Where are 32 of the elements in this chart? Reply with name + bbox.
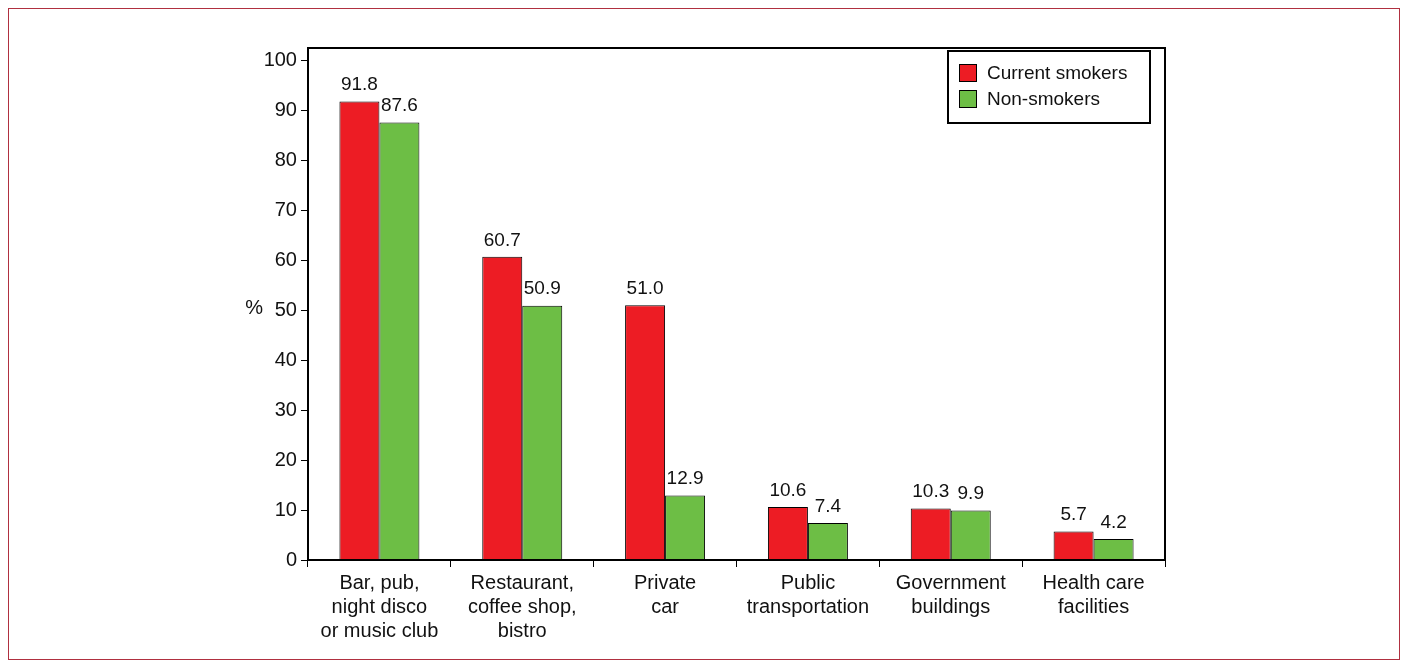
data-label: 10.3 bbox=[912, 480, 950, 502]
y-tick-label: 70 bbox=[274, 197, 297, 220]
y-tick-label: 20 bbox=[274, 447, 297, 470]
data-label: 51.0 bbox=[626, 276, 664, 298]
y-tick-label: 10 bbox=[274, 497, 297, 520]
x-tick-label: Restaurant, coffee shop, bistro bbox=[467, 570, 577, 641]
y-tick-label: 40 bbox=[274, 347, 297, 370]
data-label: 12.9 bbox=[666, 467, 704, 489]
y-axis-title: % bbox=[245, 295, 264, 318]
y-tick-label: 100 bbox=[263, 48, 297, 70]
x-tick-label: Government buildings bbox=[895, 570, 1007, 617]
data-label: 5.7 bbox=[1060, 503, 1087, 525]
data-label: 50.9 bbox=[523, 277, 561, 299]
x-tick-label: Public transportation bbox=[746, 570, 870, 617]
y-tick-label: 90 bbox=[274, 97, 297, 120]
y-tick-label: 60 bbox=[274, 247, 297, 270]
data-label: 91.8 bbox=[340, 73, 378, 95]
y-tick-label: 50 bbox=[274, 297, 297, 320]
data-label: 10.6 bbox=[769, 478, 807, 500]
x-tick-label: Bar, pub, night disco or music club bbox=[320, 570, 439, 641]
data-label: 60.7 bbox=[483, 228, 521, 250]
legend-label: Current smokers bbox=[987, 62, 1128, 84]
y-tick-label: 30 bbox=[274, 397, 297, 420]
data-label: 7.4 bbox=[814, 494, 842, 516]
data-label: 4.2 bbox=[1100, 510, 1127, 532]
data-label: 9.9 bbox=[957, 482, 984, 504]
y-tick-label: 0 bbox=[285, 547, 297, 570]
legend-label: Non-smokers bbox=[987, 88, 1100, 110]
x-tick-label: Health care facilities bbox=[1042, 570, 1145, 617]
data-label: 87.6 bbox=[380, 94, 418, 116]
y-tick-label: 80 bbox=[274, 147, 297, 170]
x-tick-label: Private car bbox=[633, 570, 697, 617]
